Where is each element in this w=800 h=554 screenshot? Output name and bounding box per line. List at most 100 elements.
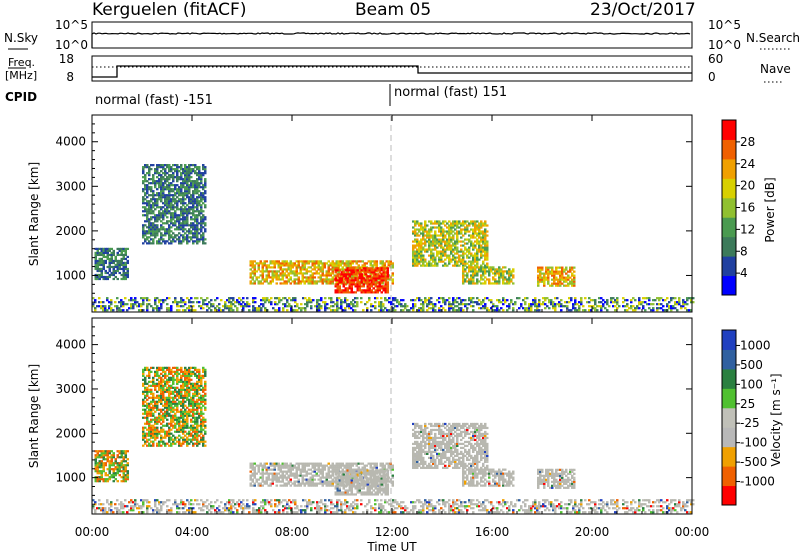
power-cell	[322, 301, 325, 304]
power-cell	[196, 238, 199, 241]
velocity-cell	[552, 505, 555, 508]
power-cell	[424, 238, 427, 241]
power-cell	[440, 222, 443, 225]
velocity-cell	[112, 480, 115, 483]
power-cell	[464, 305, 467, 308]
power-cell	[92, 303, 95, 306]
power-cell	[450, 305, 453, 308]
velocity-cell	[182, 511, 185, 514]
power-cell	[662, 309, 665, 312]
power-cell	[476, 272, 479, 275]
power-cell	[536, 309, 539, 312]
power-cell	[470, 222, 473, 225]
power-cell	[380, 301, 383, 304]
velocity-cell	[278, 503, 281, 506]
power-cell	[336, 303, 339, 306]
power-cell	[380, 273, 383, 276]
power-cell	[352, 267, 355, 270]
power-cell	[560, 309, 563, 312]
power-cell	[328, 307, 331, 310]
power-cell	[368, 285, 371, 288]
power-cell	[498, 270, 501, 273]
power-cell	[340, 273, 343, 276]
power-cell	[532, 303, 535, 306]
freq-tick-top: 18	[59, 52, 74, 66]
power-cell	[414, 224, 417, 227]
velocity-cell	[584, 499, 587, 502]
velocity-cell	[108, 472, 111, 475]
velocity-cell	[124, 478, 127, 481]
velocity-cell	[242, 509, 245, 512]
power-cell	[166, 212, 169, 215]
power-cell	[194, 172, 197, 175]
power-cell	[236, 301, 239, 304]
power-cell	[470, 270, 473, 273]
velocity-cell	[324, 509, 327, 512]
power-cell	[160, 232, 163, 235]
power-cell	[108, 253, 111, 257]
power-cell	[558, 303, 561, 306]
power-cell	[378, 309, 381, 312]
velocity-cell	[640, 503, 643, 506]
velocity-cell	[190, 507, 193, 510]
power-cell	[204, 168, 207, 171]
velocity-cell	[140, 499, 143, 502]
power-cell	[295, 270, 298, 273]
power-cell	[321, 268, 324, 271]
power-cell	[142, 232, 145, 235]
power-cell	[428, 299, 431, 302]
power-cell	[539, 274, 542, 277]
velocity-cell	[344, 509, 347, 512]
velocity-cell	[122, 470, 125, 473]
power-cell	[122, 255, 125, 259]
power-cell	[271, 276, 274, 279]
power-cell	[267, 276, 270, 279]
nave-label: Nave	[760, 62, 791, 76]
velocity-cell	[100, 450, 103, 453]
power-cell	[456, 224, 459, 227]
power-cell	[156, 297, 159, 300]
power-cell	[350, 303, 353, 306]
velocity-cell	[206, 511, 209, 514]
power-cell	[156, 204, 159, 207]
power-cell	[182, 230, 185, 233]
power-cell	[622, 301, 625, 304]
velocity-cell	[112, 476, 115, 479]
power-cell	[176, 204, 179, 207]
velocity-cell	[534, 499, 537, 502]
power-cell	[622, 297, 625, 300]
power-cell	[324, 303, 327, 306]
velocity-cell	[252, 507, 255, 510]
power-cell	[146, 226, 149, 229]
velocity-cell	[116, 450, 119, 453]
power-cell	[456, 305, 459, 308]
velocity-cell	[216, 499, 219, 502]
power-cell	[422, 309, 425, 312]
power-cell	[430, 256, 433, 259]
power-cell	[608, 305, 611, 308]
velocity-cell	[482, 501, 485, 504]
power-cell	[468, 278, 471, 281]
power-cell	[547, 280, 550, 283]
nsky-trace	[91, 32, 691, 48]
power-cell	[390, 303, 393, 306]
power-cell	[494, 282, 497, 285]
velocity-cell	[412, 505, 415, 508]
power-cell	[285, 268, 288, 271]
power-cell	[466, 256, 469, 259]
power-cell	[648, 307, 651, 310]
power-cell	[551, 270, 554, 273]
power-cell	[480, 222, 483, 225]
power-cell	[142, 176, 145, 179]
power-cell	[468, 230, 471, 233]
velocity-cell	[126, 470, 129, 473]
velocity-cell	[458, 509, 461, 512]
velocity-cell	[520, 505, 523, 508]
power-cell	[118, 261, 121, 265]
power-cell	[251, 278, 254, 281]
power-cell	[436, 226, 439, 229]
velocity-cell	[260, 511, 263, 514]
velocity-cell	[142, 390, 145, 393]
velocity-cell	[120, 456, 123, 459]
power-cell	[190, 198, 193, 201]
